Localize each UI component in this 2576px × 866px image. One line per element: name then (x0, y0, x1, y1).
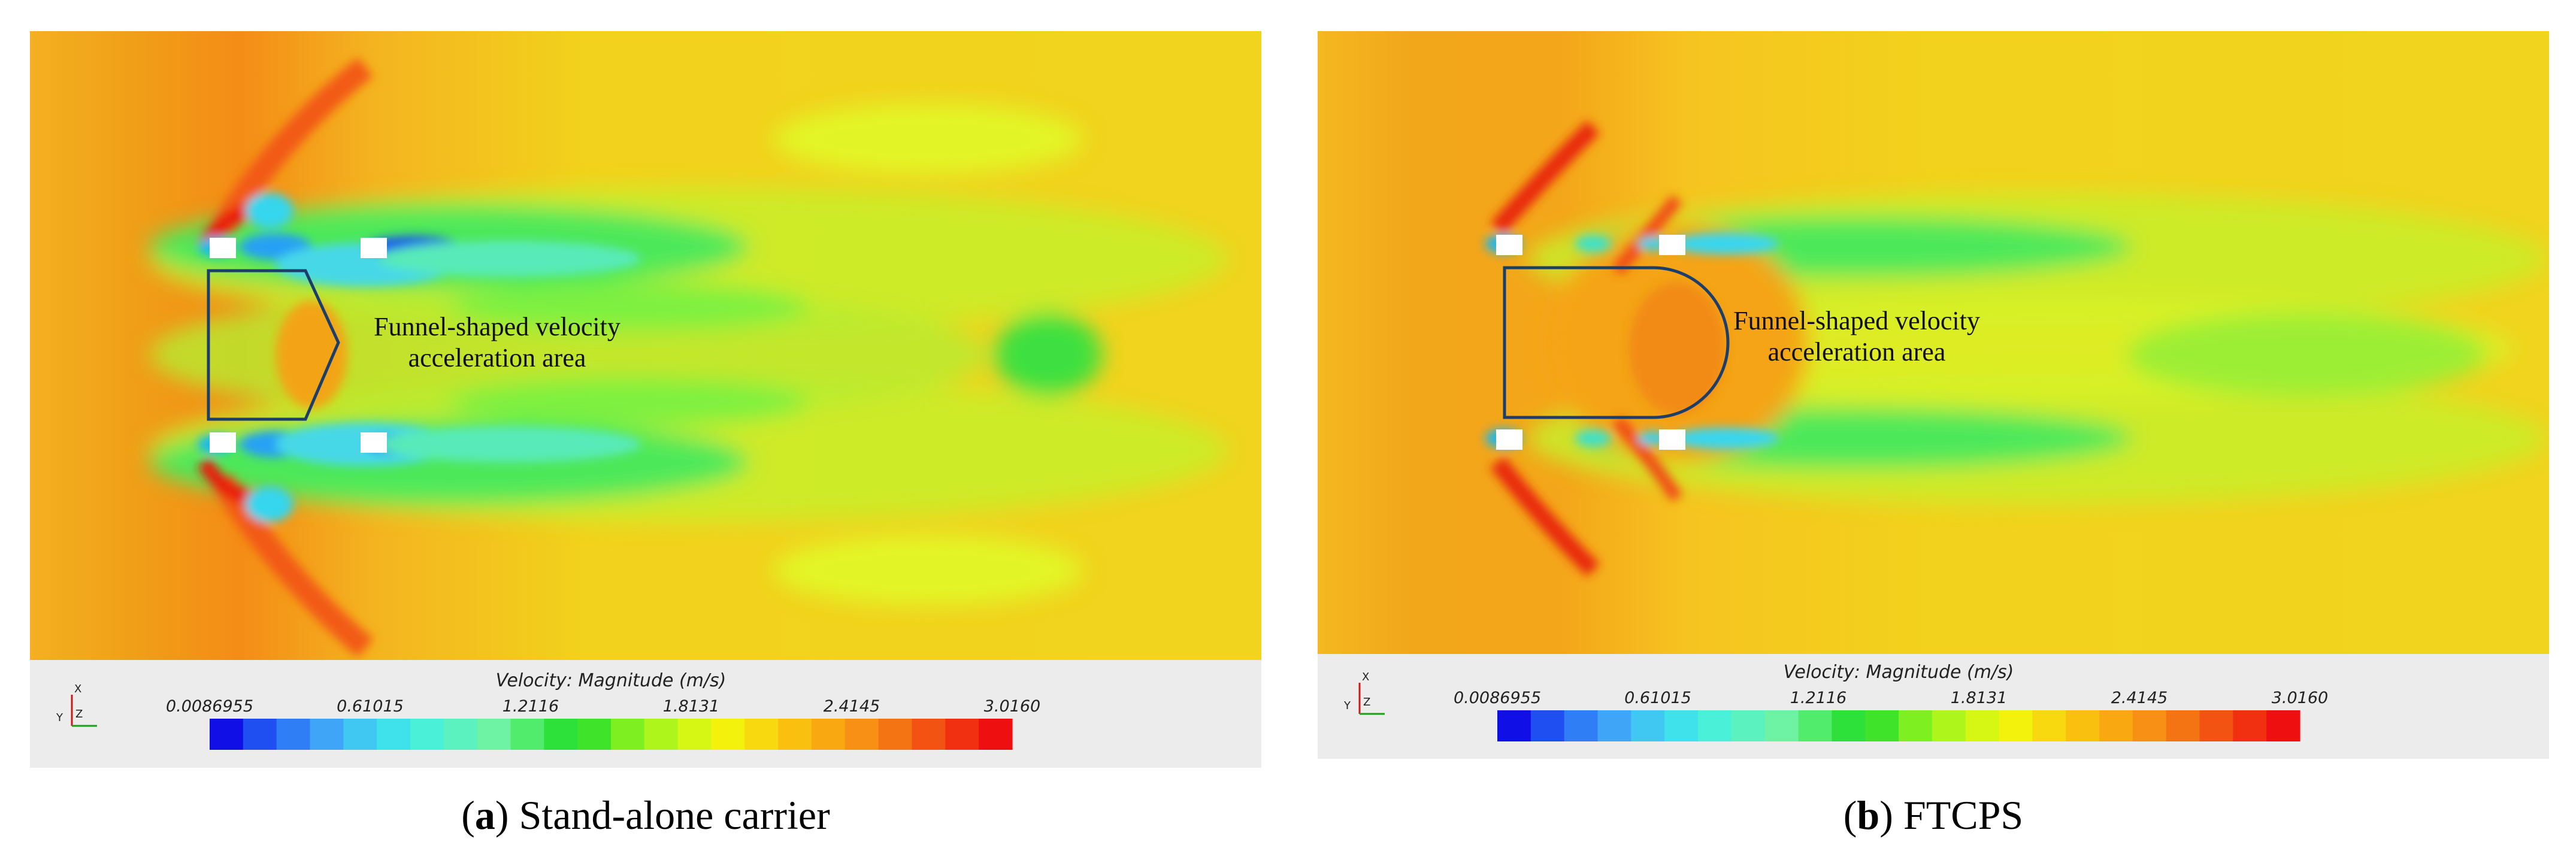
colorbar-segment (1497, 710, 1531, 741)
colorbar-segment (410, 719, 444, 750)
axis-label-z: Z (1363, 696, 1370, 708)
rotor-block-front-bottom (1496, 429, 1522, 450)
colorbar-segment (1999, 710, 2033, 741)
colorbar-segment (2066, 710, 2100, 741)
colorbar-segment (844, 719, 879, 750)
colorbar-segment (377, 719, 411, 750)
colorbar-tick-label: 0.0086955 (166, 697, 253, 716)
caption-text: FTCPS (1903, 792, 2024, 838)
panel-a: Funnel-shaped velocity acceleration area… (30, 31, 1261, 768)
colorbar-segment (912, 719, 946, 750)
annotation-line-1: Funnel-shaped velocity (1733, 306, 1980, 335)
colorbar-tick-label: 2.4145 (824, 697, 880, 716)
colorbar-segment (2132, 710, 2167, 741)
colorbar-segment (878, 719, 913, 750)
colorbar-segment (276, 719, 311, 750)
colorbar-segment (1530, 710, 1565, 741)
colorbar-segment (1832, 710, 1866, 741)
colorbar-segment (611, 719, 645, 750)
colorbar-segment (1597, 710, 1631, 741)
colorbar-segment (1631, 710, 1665, 741)
colorbar-segment (443, 719, 478, 750)
colorbar-segment (243, 719, 277, 750)
colorbar-segment (1731, 710, 1766, 741)
colorbar-segment (1764, 710, 1799, 741)
colorbar-segment (1899, 710, 1933, 741)
colorbar-segment (1698, 710, 1732, 741)
colorbar-segment (577, 719, 612, 750)
velocity-contour-a: Funnel-shaped velocity acceleration area… (30, 31, 1261, 768)
rotor-block-front-bottom (210, 432, 236, 453)
colorbar-segment (2032, 710, 2066, 741)
colorbar-tick-label: 0.0086955 (1454, 689, 1541, 707)
colorbar-segment (1965, 710, 2000, 741)
funnel-outline (1503, 266, 1730, 419)
axis-label-y: Y (56, 711, 63, 724)
caption-text: Stand-alone carrier (519, 792, 830, 838)
colorbar-segment (744, 719, 779, 750)
colorbar-ticks: 0.0086955 0.61015 1.2116 1.8131 2.4145 3.0160 (1454, 689, 2328, 707)
colorbar-tick-label: 2.4145 (2111, 689, 2168, 707)
colorbar-tick-label: 0.61015 (337, 697, 404, 716)
rotor-block-rear-top (1659, 235, 1685, 255)
colorbar (1497, 710, 2300, 741)
caption-letter: a (474, 792, 495, 838)
axis-triad: X Y Z (56, 683, 97, 727)
colorbar-segment (310, 719, 344, 750)
colorbar-segment (477, 719, 511, 750)
axis-label-x: X (74, 683, 81, 695)
colorbar-segment (979, 719, 1013, 750)
axis-label-x: X (1362, 671, 1369, 683)
axis-label-z: Z (75, 708, 83, 720)
colorbar-segment (2233, 710, 2267, 741)
colorbar-segment (812, 719, 846, 750)
rotor-block-rear-bottom (361, 432, 387, 453)
acceleration-streaks (197, 57, 641, 658)
colorbar-segment (2099, 710, 2133, 741)
colorbar-ticks: 0.0086955 0.61015 1.2116 1.8131 2.4145 3.0160 (166, 697, 1040, 716)
colorbar-segment (343, 719, 377, 750)
colorbar-segment (1798, 710, 1832, 741)
caption-b: (b) FTCPS (1843, 792, 2024, 838)
axis-triad: X Y Z (1343, 671, 1385, 715)
colorbar-tick-label: 0.61015 (1624, 689, 1691, 707)
colorbar-segment (2166, 710, 2200, 741)
colorbar-segment (677, 719, 712, 750)
caption-a: (a) Stand-alone carrier (461, 792, 830, 838)
rotor-block-rear-bottom (1659, 429, 1685, 450)
colorbar-segment (711, 719, 745, 750)
colorbar-title: Velocity: Magnitude (m/s) (496, 670, 727, 691)
velocity-contour-b: Funnel-shaped velocity acceleration area… (1318, 31, 2549, 759)
annotation-line-2: acceleration area (408, 343, 586, 373)
colorbar-tick-label: 1.2116 (1790, 689, 1847, 707)
colorbar-tick-label: 1.2116 (503, 697, 559, 716)
colorbar-segment (510, 719, 544, 750)
colorbar-segment (1664, 710, 1699, 741)
colorbar-tick-label: 1.8131 (663, 697, 719, 716)
panel-b: Funnel-shaped velocity acceleration area… (1318, 31, 2549, 759)
colorbar-tick-label: 3.0160 (2272, 689, 2328, 707)
annotation-line-1: Funnel-shaped velocity (374, 312, 620, 341)
rotor-block-rear-top (361, 238, 387, 258)
colorbar-segment (1932, 710, 1966, 741)
funnel-outline (207, 269, 340, 421)
colorbar-segment (1564, 710, 1599, 741)
colorbar-tick-label: 1.8131 (1951, 689, 2007, 707)
colorbar-segment (544, 719, 578, 750)
colorbar-segment (945, 719, 979, 750)
colorbar-title: Velocity: Magnitude (m/s) (1784, 662, 2014, 683)
colorbar-segment (2199, 710, 2233, 741)
colorbar (210, 719, 1013, 750)
colorbar-segment (210, 719, 244, 750)
colorbar-segment (2266, 710, 2300, 741)
colorbar-segment (1865, 710, 1899, 741)
rotor-block-front-top (1496, 235, 1522, 255)
colorbar-segment (778, 719, 812, 750)
annotation-line-2: acceleration area (1768, 337, 1946, 367)
caption-letter: b (1857, 792, 1880, 838)
axis-label-y: Y (1343, 700, 1351, 712)
rotor-block-front-top (210, 238, 236, 258)
colorbar-tick-label: 3.0160 (984, 697, 1040, 716)
colorbar-segment (644, 719, 679, 750)
